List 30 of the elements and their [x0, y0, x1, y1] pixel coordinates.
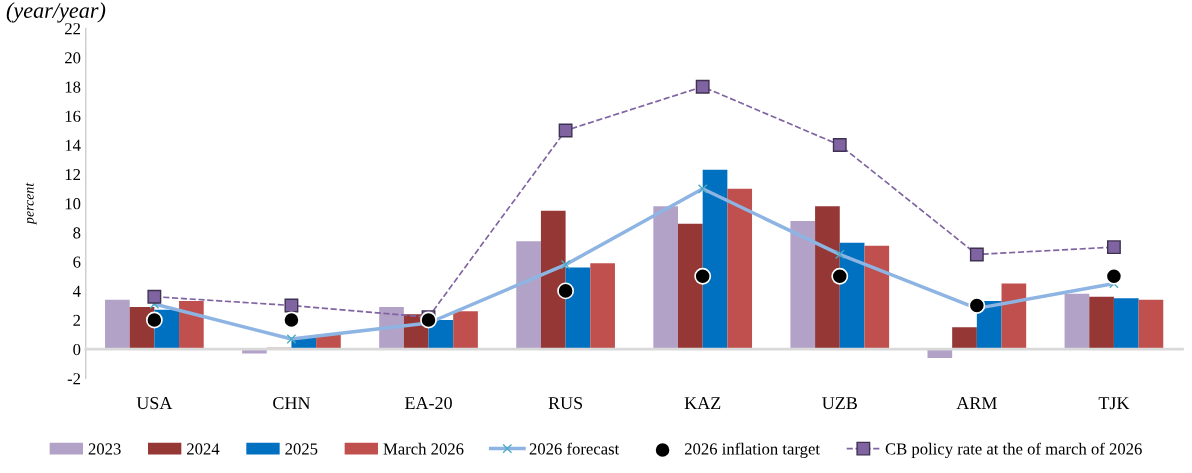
y-tick-label: 22 [65, 23, 81, 35]
y-tick-label: 2 [73, 314, 81, 326]
x-tick-label: RUS [548, 397, 583, 410]
legend-label: 2026 forecast [529, 442, 620, 455]
y-tick-label: 10 [65, 198, 81, 210]
y-tick-label: 6 [73, 256, 81, 268]
y-tick-label: 14 [65, 139, 81, 151]
legend-label: 2024 [187, 443, 220, 455]
x-tick-label: CHN [273, 397, 311, 410]
x-tick-label: KAZ [684, 397, 721, 409]
chart-title: (year/year) [6, 2, 106, 23]
y-tick-label: 20 [65, 52, 81, 64]
x-tick-label: EA-20 [404, 396, 452, 410]
y-tick-label: 8 [73, 227, 81, 239]
x-tick-label: TJK [1098, 397, 1130, 410]
y-tick-label: -2 [67, 373, 81, 385]
x-tick-label: UZB [822, 397, 857, 410]
legend-label: 2025 [285, 443, 318, 455]
x-tick-label: ARM [956, 397, 997, 409]
y-axis-title: percent [25, 182, 37, 225]
legend-label: March 2026 [383, 442, 464, 455]
legend-label: 2023 [88, 443, 121, 455]
legend-label: CB policy rate at the of march of 2026 [885, 442, 1142, 458]
y-tick-label: 0 [73, 343, 81, 356]
x-tick-label: USA [136, 397, 173, 410]
y-tick-label: 18 [65, 81, 81, 93]
legend-label: 2026 inflation target [684, 442, 820, 458]
y-tick-label: 16 [65, 110, 81, 122]
y-tick-label: 4 [72, 285, 81, 297]
y-tick-label: 12 [65, 168, 81, 180]
